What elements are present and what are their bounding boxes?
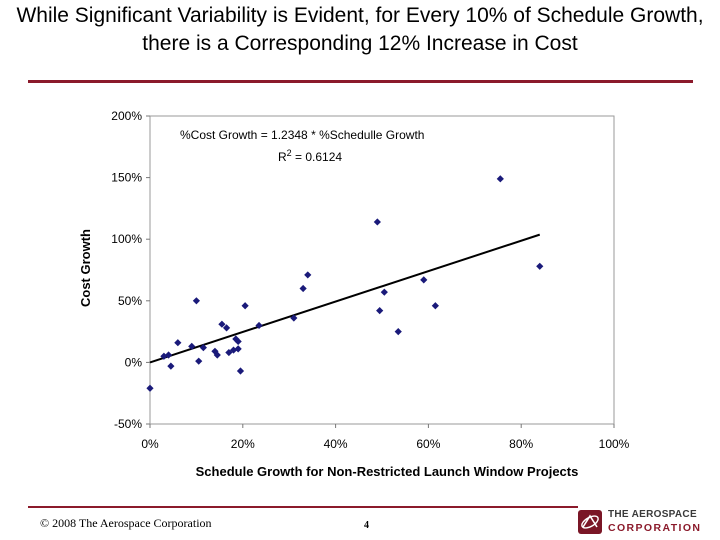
x-tick-label: 20% [231,437,255,451]
title-divider [28,80,693,83]
y-axis-ticks: -50% 0% 50% 100% 150% 200% [111,109,150,431]
data-point [255,321,263,330]
x-tick-label: 100% [599,437,630,451]
y-tick-label: 0% [125,355,143,369]
data-point [394,328,402,336]
data-point [192,297,200,305]
x-tick-label: 60% [416,437,440,451]
slide-title: While Significant Variability is Evident… [16,4,704,55]
data-point [304,271,312,279]
x-tick-label: 40% [324,437,348,451]
data-point [213,351,221,359]
y-tick-label: -50% [114,417,142,431]
logo-text-line2: CORPORATION [608,522,702,534]
data-point [167,362,175,370]
copyright-notice: © 2008 The Aerospace Corporation [40,516,212,530]
logo-text-line1: THE AEROSPACE [608,509,697,520]
footer-divider [28,506,578,508]
x-tick-label: 80% [509,437,533,451]
logo-emblem-icon [578,510,602,534]
y-axis-title: Cost Growth [78,229,93,307]
page-number: 4 [364,520,369,531]
data-point [146,384,154,392]
data-point [195,357,203,365]
data-point [420,276,428,284]
trendline-group [149,233,541,364]
y-tick-label: 150% [111,171,142,185]
data-point [373,218,381,226]
y-tick-label: 50% [118,294,142,308]
regression-equation: %Cost Growth = 1.2348 * %Schedulle Growt… [180,128,424,142]
data-point [536,262,544,270]
data-point [376,307,384,315]
plot-area [149,115,615,425]
x-axis-title: Schedule Growth for Non-Restricted Launc… [196,464,579,479]
data-point [234,345,242,353]
data-point [299,284,307,293]
data-point [496,175,504,183]
data-point [234,337,242,346]
data-points [146,175,544,392]
y-tick-label: 100% [111,232,142,246]
x-axis-ticks: 0% 20% 40% 60% 80% 100% [141,424,630,451]
x-tick-label: 0% [141,437,159,451]
r-squared-label: R2 = 0.6124 [278,148,342,164]
data-point [380,288,388,296]
data-point [218,320,226,328]
data-point [199,344,207,352]
data-point [290,314,298,322]
data-point [174,339,182,347]
data-point [431,302,439,310]
trendline [149,233,541,364]
data-point [188,342,196,350]
data-point [164,351,173,359]
data-point [222,324,231,332]
data-point [241,302,249,310]
aerospace-logo: THE AEROSPACE CORPORATION [578,509,718,537]
y-tick-label: 200% [111,109,142,123]
scatter-chart: -50% 0% 50% 100% 150% 200% 0% 20% 40% 60% 80% 100%… [78,109,630,479]
data-point [236,367,245,375]
